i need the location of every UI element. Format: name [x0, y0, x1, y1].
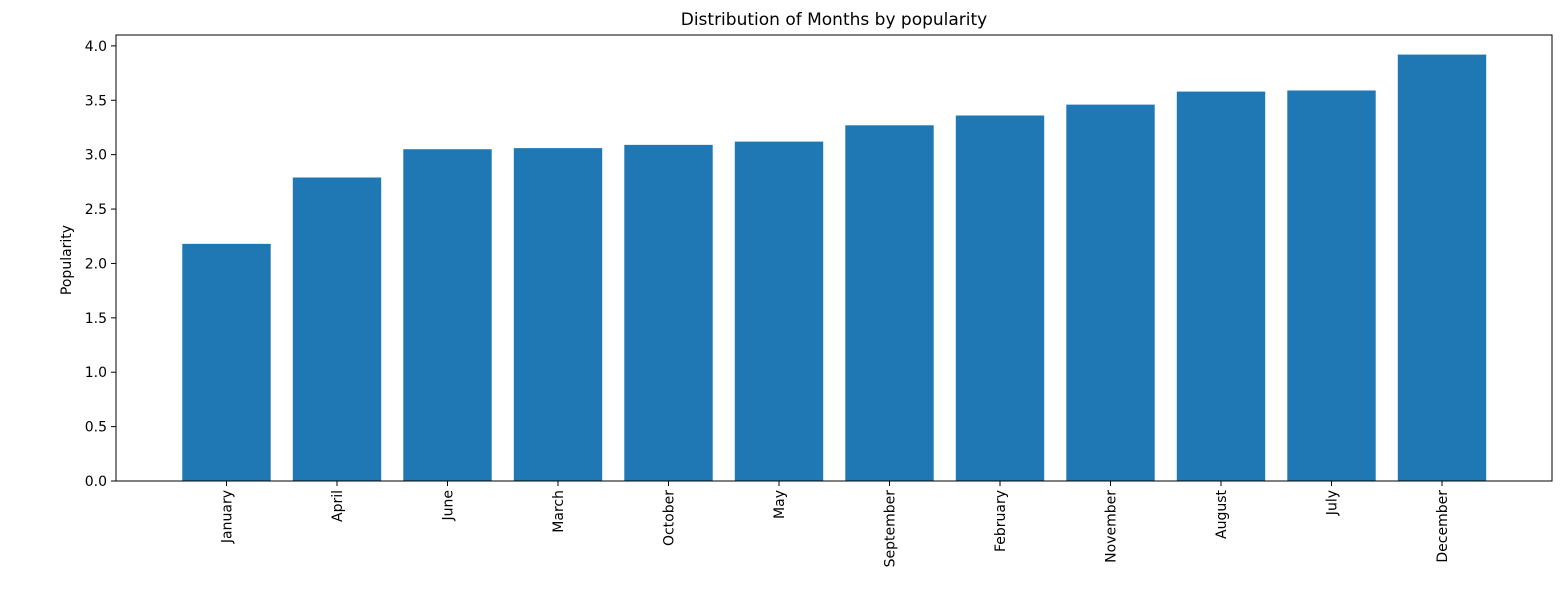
bar-may	[734, 141, 824, 481]
y-tick-label: 0.5	[85, 420, 107, 436]
x-tick-label-june: June	[441, 490, 457, 522]
x-tick-label-july: July	[1325, 490, 1341, 516]
x-tick-label-december: December	[1435, 490, 1451, 563]
y-tick-label: 0.0	[85, 474, 107, 490]
x-tick-label-november: November	[1104, 490, 1120, 563]
x-axis-ticks: January April June March October May September…	[220, 481, 1451, 568]
y-tick-label: 1.5	[85, 311, 107, 327]
bar-june	[403, 149, 492, 481]
x-tick-label-october: October	[662, 490, 678, 546]
bar-november	[1066, 104, 1155, 482]
bar-december	[1397, 54, 1487, 481]
y-tick-label: 3.0	[85, 148, 107, 164]
y-axis-ticks: 0.0 0.5 1.0 1.5 2.0 2.5 3.0 3.5 4.0	[85, 39, 116, 490]
x-tick-label-april: April	[330, 490, 346, 522]
x-tick-label-august: August	[1214, 489, 1230, 539]
bar-january	[182, 243, 271, 481]
y-tick-label: 1.0	[85, 365, 107, 381]
bar-february	[955, 115, 1045, 481]
bar-august	[1176, 91, 1266, 481]
bar-october	[624, 144, 713, 481]
bar-july	[1287, 90, 1376, 481]
bar-march	[513, 148, 603, 481]
bars-group	[182, 54, 1487, 482]
x-tick-label-september: September	[883, 490, 899, 568]
y-tick-label: 2.5	[85, 202, 107, 218]
bar-april	[292, 177, 382, 481]
x-tick-label-january: January	[220, 490, 236, 544]
x-tick-label-march: March	[551, 490, 567, 533]
x-tick-label-may: May	[772, 490, 788, 519]
y-tick-label: 3.5	[85, 93, 107, 109]
y-tick-label: 2.0	[85, 256, 107, 272]
y-tick-label: 4.0	[85, 39, 107, 55]
chart-title: Distribution of Months by popularity	[681, 10, 988, 30]
y-axis-label: Popularity	[59, 225, 75, 295]
plot-area-frame	[115, 34, 1553, 482]
x-tick-label-february: February	[993, 490, 1009, 552]
bar-september	[845, 125, 934, 481]
